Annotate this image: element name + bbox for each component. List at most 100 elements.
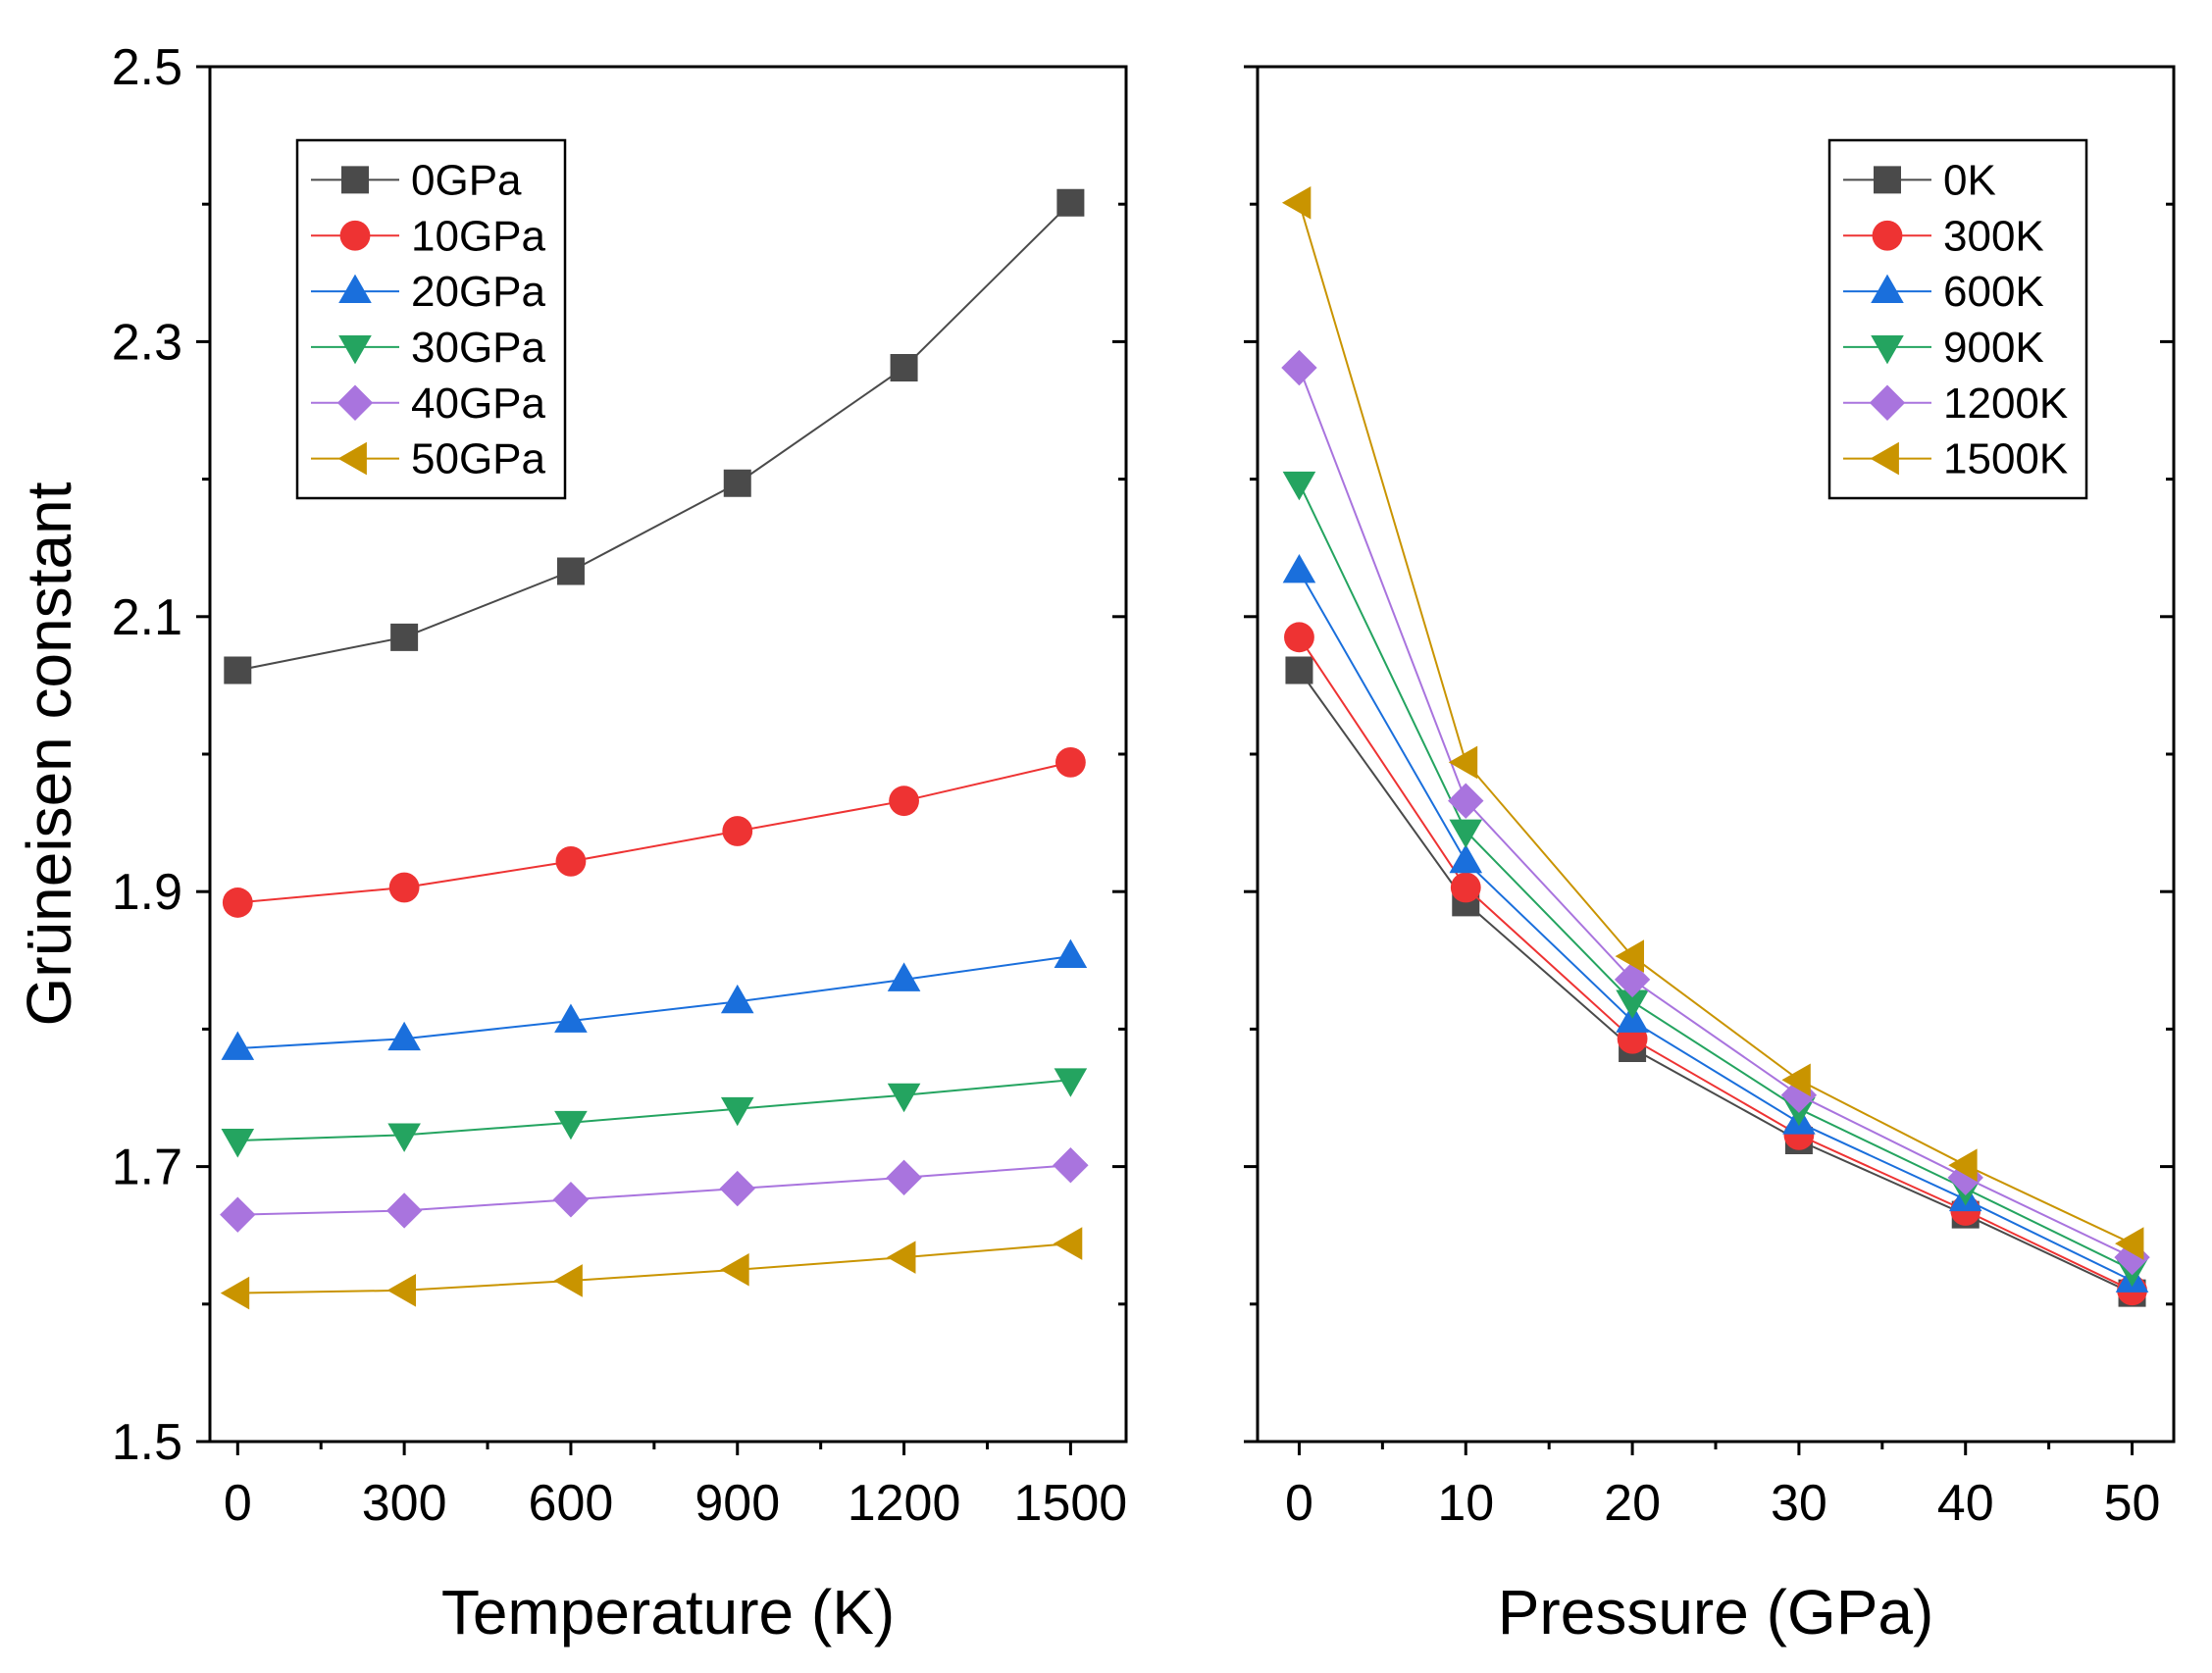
data-point bbox=[555, 845, 587, 877]
data-point bbox=[1448, 745, 1478, 780]
data-point bbox=[1284, 622, 1314, 653]
data-point bbox=[886, 1159, 922, 1196]
legend-label: 0K bbox=[1943, 156, 1996, 204]
data-point bbox=[1054, 1068, 1088, 1097]
series-1500K bbox=[1281, 185, 2144, 1260]
legend-box bbox=[1827, 138, 2088, 500]
x-tick-label: 900 bbox=[694, 1475, 780, 1532]
series-10GPa bbox=[222, 747, 1086, 918]
data-point bbox=[1450, 872, 1481, 903]
legend: 0GPa 10GPa 20GPa 30GPa 40GPa 50GPa bbox=[295, 138, 567, 500]
legend-marker bbox=[338, 335, 372, 365]
data-point bbox=[387, 1123, 421, 1152]
data-point bbox=[720, 1096, 754, 1127]
data-point bbox=[1285, 656, 1313, 684]
data-point bbox=[221, 1031, 255, 1060]
legend-label: 600K bbox=[1943, 268, 2044, 316]
legend: 0K 300K 600K 900K 1200K 1500K bbox=[1827, 138, 2088, 500]
y-tick-label: 1.7 bbox=[112, 1140, 182, 1196]
data-point bbox=[556, 557, 585, 585]
series-30GPa bbox=[221, 1068, 1088, 1158]
series-line bbox=[1298, 669, 2133, 1294]
y-tick-label: 2.1 bbox=[112, 589, 182, 646]
legend-label: 30GPa bbox=[411, 324, 546, 372]
x-tick-label: 20 bbox=[1604, 1475, 1661, 1532]
y-tick-label: 1.5 bbox=[112, 1414, 182, 1471]
data-point bbox=[887, 1241, 916, 1274]
panel-2: 0 10 20 30 40 50 Pressure (GPa) 0K 300K 600K 900K 1… bbox=[1244, 65, 2176, 1648]
legend-label: 1500K bbox=[1943, 435, 2068, 483]
data-point bbox=[1282, 471, 1316, 501]
data-point bbox=[386, 1273, 417, 1307]
data-point bbox=[1281, 185, 1312, 220]
data-point bbox=[1780, 1077, 1818, 1113]
data-point bbox=[1615, 939, 1644, 973]
x-tick-label: 0 bbox=[224, 1475, 252, 1532]
legend-label: 40GPa bbox=[411, 380, 546, 428]
series-20GPa bbox=[221, 938, 1088, 1060]
data-point bbox=[1055, 747, 1086, 778]
legend-label: 0GPa bbox=[411, 156, 522, 204]
data-point bbox=[1781, 1063, 1811, 1097]
series-line bbox=[1298, 367, 2133, 1259]
series-line bbox=[237, 1079, 1071, 1141]
data-point bbox=[2114, 1239, 2150, 1276]
data-point bbox=[887, 962, 921, 991]
x-tick-label: 1200 bbox=[848, 1475, 961, 1532]
legend-label: 50GPa bbox=[411, 435, 546, 483]
data-point bbox=[720, 1252, 749, 1287]
x-tick-label: 10 bbox=[1437, 1475, 1494, 1532]
data-point bbox=[387, 1021, 421, 1051]
data-point bbox=[722, 816, 753, 846]
series-40GPa bbox=[220, 1146, 1089, 1233]
legend-marker bbox=[1874, 166, 1901, 194]
x-tick-label: 600 bbox=[529, 1475, 614, 1532]
series-line bbox=[237, 202, 1072, 672]
data-point bbox=[554, 1003, 588, 1033]
data-point bbox=[386, 1192, 423, 1229]
legend-marker bbox=[1872, 220, 1903, 251]
data-point bbox=[1448, 783, 1484, 819]
x-tick-label: 300 bbox=[362, 1475, 447, 1532]
series-line bbox=[1298, 636, 2133, 1292]
legend-marker bbox=[1871, 335, 1904, 365]
x-axis-title: Temperature (K) bbox=[441, 1577, 895, 1648]
data-point bbox=[1449, 843, 1483, 874]
data-point bbox=[1948, 1148, 1978, 1182]
legend-marker bbox=[337, 441, 367, 476]
data-point bbox=[719, 1170, 755, 1207]
x-tick-label: 40 bbox=[1937, 1475, 1994, 1532]
data-point bbox=[1449, 819, 1483, 849]
data-point bbox=[390, 623, 419, 651]
x-tick-label: 30 bbox=[1771, 1475, 1827, 1532]
series-line bbox=[1298, 482, 2133, 1271]
data-point bbox=[720, 984, 754, 1014]
legend-label: 900K bbox=[1943, 324, 2044, 372]
series-50GPa bbox=[220, 1227, 1083, 1310]
series-line bbox=[237, 1164, 1071, 1216]
legend-marker bbox=[1869, 384, 1906, 421]
legend-marker bbox=[1871, 274, 1904, 303]
data-point bbox=[553, 1264, 583, 1297]
data-point bbox=[1056, 188, 1085, 217]
legend-label: 300K bbox=[1943, 212, 2044, 260]
x-tick-label: 1500 bbox=[1014, 1475, 1128, 1532]
data-point bbox=[887, 1083, 921, 1113]
y-tick-label: 2.5 bbox=[112, 39, 182, 96]
series-line bbox=[1298, 202, 2133, 1245]
series-line bbox=[237, 1242, 1071, 1294]
series-line bbox=[237, 761, 1071, 904]
data-point bbox=[224, 656, 252, 684]
legend-marker bbox=[341, 166, 369, 194]
data-point bbox=[889, 786, 919, 817]
data-point bbox=[552, 1182, 590, 1218]
legend-marker bbox=[339, 220, 371, 251]
legend-marker bbox=[336, 384, 374, 421]
data-point bbox=[1947, 1159, 1983, 1196]
series-line bbox=[237, 955, 1071, 1049]
data-point bbox=[1053, 1227, 1083, 1260]
panel-1: 1.5 1.7 1.9 2.1 2.3 2.5 0 300 600 900 1200 1500 Temp… bbox=[14, 39, 1128, 1648]
data-point bbox=[2115, 1227, 2144, 1260]
y-axis-title: Grüneisen constant bbox=[14, 482, 84, 1026]
